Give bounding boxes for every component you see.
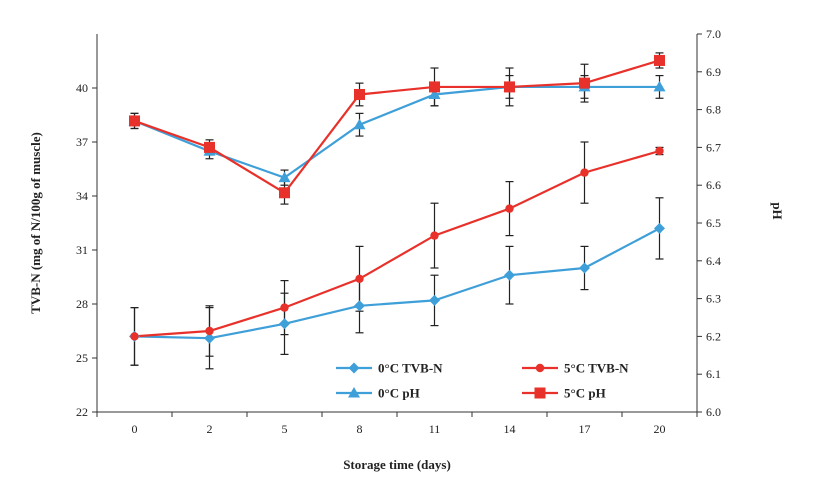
x-tick-label: 2 [207, 422, 213, 436]
marker-5-c-tvb-n [355, 274, 364, 283]
y-right-tick-label: 7.0 [706, 27, 721, 41]
marker-0-c-tvb-n [354, 300, 365, 312]
x-tick-label: 5 [282, 422, 288, 436]
marker-5-c-tvb-n [280, 303, 289, 312]
legend-marker-5-c-ph [534, 387, 546, 399]
y-left-tick-label: 22 [76, 405, 88, 419]
legend-label-0-c-ph: 0°C pH [378, 386, 420, 401]
marker-5-c-ph [429, 81, 440, 93]
y-right-tick-label: 6.0 [706, 405, 721, 419]
marker-0-c-ph [653, 80, 666, 92]
x-tick-label: 8 [357, 422, 363, 436]
x-tick-label: 17 [579, 422, 591, 436]
marker-5-c-tvb-n [205, 326, 214, 336]
x-tick-label: 14 [504, 422, 516, 436]
y-left-axis-title: TVB-N (mg of N/100g of muscle) [28, 132, 43, 314]
marker-0-c-ph [353, 118, 366, 130]
marker-5-c-ph [204, 141, 215, 153]
marker-0-c-tvb-n [579, 262, 590, 274]
y-left-tick-label: 34 [76, 189, 88, 203]
y-right-tick-label: 6.8 [706, 103, 721, 117]
y-right-tick-label: 6.2 [706, 329, 721, 343]
x-tick-label: 20 [654, 422, 666, 436]
legend-label-5-c-tvb-n: 5°C TVB-N [564, 361, 629, 376]
error-bars [130, 52, 664, 370]
marker-0-c-tvb-n [204, 332, 215, 344]
y-left-tick-label: 40 [76, 81, 88, 95]
legend-marker-0-c-ph [348, 387, 360, 398]
marker-5-c-tvb-n [580, 168, 589, 177]
y-right-tick-label: 6.6 [706, 178, 721, 192]
y-left-tick-label: 28 [76, 297, 88, 311]
marker-5-c-ph [279, 187, 290, 199]
y-right-tick-label: 6.9 [706, 65, 721, 79]
marker-5-c-ph [654, 54, 665, 66]
x-tick-label: 0 [132, 422, 138, 436]
legend: 0°C TVB-N 5°C TVB-N 0°C pH 5°C pH [336, 361, 629, 401]
legend-label-5-c-ph: 5°C pH [564, 386, 606, 401]
marker-0-c-tvb-n [429, 294, 440, 306]
marker-0-c-tvb-n [279, 318, 290, 330]
marker-5-c-ph [504, 81, 515, 93]
y-right-tick-label: 6.4 [706, 254, 721, 268]
y-left-tick-label: 37 [76, 135, 88, 149]
ticks: 0 2 5 8 11 14 17 20222528313437406.06.16.26.36.… [76, 27, 721, 436]
legend-label-0-c-tvb-n: 0°C TVB-N [378, 361, 443, 376]
marker-0-c-ph [428, 88, 441, 99]
marker-5-c-tvb-n [130, 332, 139, 341]
marker-5-c-tvb-n [430, 231, 439, 240]
series-line-0-c-tvb-n [134, 227, 661, 340]
x-tick-label: 11 [429, 422, 441, 436]
y-left-tick-label: 31 [76, 243, 88, 257]
legend-marker-5-c-tvb-n [535, 363, 545, 373]
y-right-tick-label: 6.1 [706, 367, 721, 381]
series-line-5-c-ph [134, 59, 660, 195]
series-markers [128, 54, 666, 344]
marker-5-c-tvb-n [655, 146, 664, 156]
y-right-tick-label: 6.7 [706, 140, 721, 154]
y-left-tick-label: 25 [76, 351, 88, 365]
y-right-axis-title: pH [770, 202, 785, 219]
series-line-0-c-ph [134, 85, 660, 179]
marker-0-c-tvb-n [504, 269, 515, 281]
y-right-tick-label: 6.3 [706, 292, 721, 306]
series-lines [134, 59, 661, 340]
series-line-5-c-tvb-n [134, 149, 660, 338]
marker-5-c-ph [579, 77, 590, 89]
y-right-tick-label: 6.5 [706, 216, 721, 230]
marker-5-c-ph [129, 115, 140, 127]
x-axis-title: Storage time (days) [343, 457, 451, 472]
legend-marker-0-c-tvb-n [348, 362, 360, 374]
marker-5-c-ph [354, 88, 365, 100]
marker-5-c-tvb-n [505, 204, 514, 213]
marker-0-c-ph [278, 171, 291, 183]
marker-0-c-tvb-n [654, 222, 665, 234]
